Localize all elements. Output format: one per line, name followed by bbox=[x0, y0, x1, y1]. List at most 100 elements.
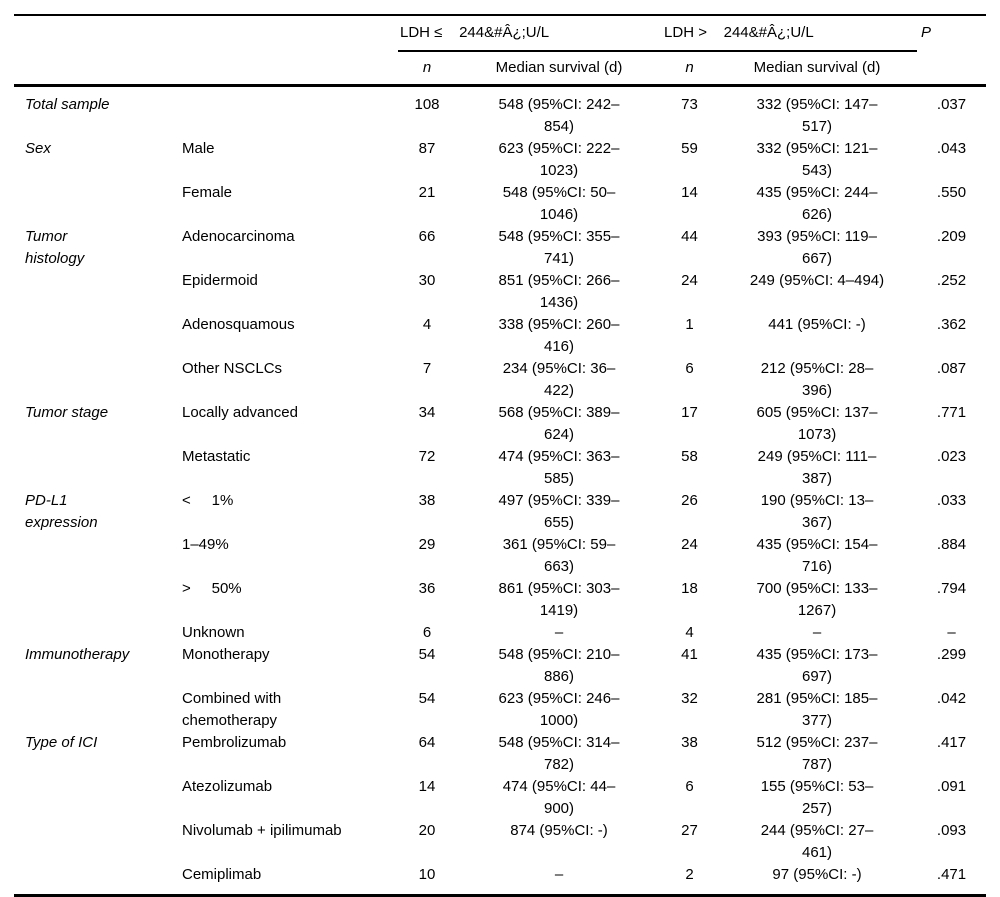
n-column-header: n bbox=[662, 51, 718, 87]
group-label: PD-L1 expression bbox=[25, 492, 98, 531]
median-survival-value: 97 (95%CI: -) bbox=[772, 866, 862, 883]
group-label: Immunotherapy bbox=[25, 646, 130, 663]
ldh-low-group-header: LDH ≤ 244&#Â¿;U/L bbox=[398, 15, 663, 52]
table-row: > 50% 36 861 (95%CI: 303– 1419) 18 700 (… bbox=[14, 578, 986, 622]
table-row: Tumor histology Adenocarcinoma 66 548 (9… bbox=[14, 226, 986, 270]
n-value: 20 bbox=[418, 822, 436, 839]
group-label bbox=[14, 182, 182, 226]
table-row: PD-L1 expression < 1% 38 497 (95%CI: 339… bbox=[14, 490, 986, 534]
median-survival-value: 435 (95%CI: 154– 716) bbox=[756, 536, 878, 575]
subcategory-label: Adenocarcinoma bbox=[182, 228, 295, 245]
header-empty-cell bbox=[14, 15, 398, 51]
n-value: 108 bbox=[414, 96, 440, 113]
median-survival-value: 548 (95%CI: 210– 886) bbox=[498, 646, 620, 685]
subcategory-label: Nivolumab + ipilimumab bbox=[182, 822, 342, 839]
p-value: .362 bbox=[936, 316, 967, 333]
n-value: 44 bbox=[681, 228, 698, 245]
subcategory-label: Pembrolizumab bbox=[182, 734, 287, 751]
table-row: Sex Male 87 623 (95%CI: 222– 1023) 59 33… bbox=[14, 138, 986, 182]
p-value: .417 bbox=[936, 734, 967, 751]
median-survival-value: 212 (95%CI: 28– 396) bbox=[760, 360, 874, 399]
group-label bbox=[14, 358, 182, 402]
median-survival-value: – bbox=[554, 624, 564, 641]
subcategory-label: Other NSCLCs bbox=[182, 360, 283, 377]
n-value: 24 bbox=[681, 272, 698, 289]
median-survival-value: 512 (95%CI: 237– 787) bbox=[756, 734, 878, 773]
p-value: .794 bbox=[936, 580, 967, 597]
median-survival-column-header: Median survival (d) bbox=[717, 51, 918, 87]
group-label: Type of ICI bbox=[25, 734, 98, 751]
table-row: Other NSCLCs 7 234 (95%CI: 36– 422) 6 21… bbox=[14, 358, 986, 402]
median-survival-value: 332 (95%CI: 147– 517) bbox=[756, 96, 878, 135]
group-label: Tumor stage bbox=[25, 404, 109, 421]
table-row: Tumor stage Locally advanced 34 568 (95%… bbox=[14, 402, 986, 446]
p-value: .209 bbox=[936, 228, 967, 245]
n-value: 1 bbox=[685, 316, 694, 333]
p-value: .037 bbox=[936, 96, 967, 113]
table-row: Type of ICI Pembrolizumab 64 548 (95%CI:… bbox=[14, 732, 986, 776]
median-survival-value: 548 (95%CI: 50– 1046) bbox=[502, 184, 616, 223]
table-row: Combined with chemotherapy 54 623 (95%CI… bbox=[14, 688, 986, 732]
median-survival-value: – bbox=[812, 624, 822, 641]
subcategory-label: Atezolizumab bbox=[182, 778, 273, 795]
group-label: Sex bbox=[25, 140, 51, 157]
n-value: 38 bbox=[418, 492, 436, 509]
n-value: 6 bbox=[685, 778, 694, 795]
n-value: 6 bbox=[685, 360, 694, 377]
table-row: Nivolumab + ipilimumab 20 874 (95%CI: -)… bbox=[14, 820, 986, 864]
group-label bbox=[14, 776, 182, 820]
header-sub-row: n Median survival (d) n Median survival … bbox=[14, 51, 987, 87]
median-survival-value: 605 (95%CI: 137– 1073) bbox=[756, 404, 878, 443]
subcategory-label: < 1% bbox=[182, 492, 234, 509]
table-row: Immunotherapy Monotherapy 54 548 (95%CI:… bbox=[14, 644, 986, 688]
table-row: Unknown 6 – 4 – – bbox=[14, 622, 986, 644]
n-value: 10 bbox=[418, 866, 436, 883]
table-row: Total sample 108 548 (95%CI: 242– 854) 7… bbox=[14, 86, 986, 139]
n-value: 2 bbox=[685, 866, 694, 883]
header-group-row: LDH ≤ 244&#Â¿;U/L LDH > 244&#Â¿;U/L P bbox=[14, 15, 986, 52]
table-row: Atezolizumab 14 474 (95%CI: 44– 900) 6 1… bbox=[14, 776, 986, 820]
group-label: Tumor histology bbox=[25, 228, 85, 267]
subcategory-label: Female bbox=[182, 184, 233, 201]
n-column-header: n bbox=[398, 51, 456, 87]
n-value: 58 bbox=[681, 448, 698, 465]
table-row: Adenosquamous 4 338 (95%CI: 260– 416) 1 … bbox=[14, 314, 986, 358]
median-survival-value: 568 (95%CI: 389– 624) bbox=[498, 404, 620, 443]
p-value: .771 bbox=[936, 404, 967, 421]
p-value: .884 bbox=[936, 536, 967, 553]
n-value: 64 bbox=[418, 734, 436, 751]
median-survival-column-header: Median survival (d) bbox=[456, 51, 663, 87]
subcategory-label: 1–49% bbox=[182, 536, 229, 553]
n-value: 4 bbox=[422, 316, 432, 333]
subcategory-label: Metastatic bbox=[182, 448, 251, 465]
n-value: 7 bbox=[422, 360, 432, 377]
group-label bbox=[14, 446, 182, 490]
p-value: .299 bbox=[936, 646, 967, 663]
median-survival-value: 155 (95%CI: 53– 257) bbox=[760, 778, 874, 817]
n-value: 54 bbox=[418, 690, 436, 707]
median-survival-value: 332 (95%CI: 121– 543) bbox=[756, 140, 878, 179]
group-label bbox=[14, 314, 182, 358]
table-row: Epidermoid 30 851 (95%CI: 266– 1436) 24 … bbox=[14, 270, 986, 314]
group-label bbox=[14, 622, 182, 644]
p-value: .023 bbox=[936, 448, 967, 465]
median-survival-value: 393 (95%CI: 119– 667) bbox=[757, 228, 877, 267]
group-label bbox=[14, 534, 182, 578]
ldh-high-group-header: LDH > 244&#Â¿;U/L bbox=[662, 15, 918, 52]
p-value: .043 bbox=[936, 140, 967, 157]
median-survival-value: 249 (95%CI: 4–494) bbox=[749, 272, 885, 289]
p-value: .550 bbox=[936, 184, 967, 201]
median-survival-value: 623 (95%CI: 222– 1023) bbox=[498, 140, 620, 179]
n-value: 87 bbox=[418, 140, 436, 157]
p-value: .087 bbox=[936, 360, 967, 377]
median-survival-value: 874 (95%CI: -) bbox=[510, 822, 608, 839]
header-empty-cell bbox=[14, 51, 398, 87]
median-survival-value: 249 (95%CI: 111– 387) bbox=[757, 448, 877, 487]
n-value: 21 bbox=[418, 184, 436, 201]
median-survival-value: 623 (95%CI: 246– 1000) bbox=[498, 690, 620, 729]
n-value: 30 bbox=[418, 272, 436, 289]
subcategory-label: Monotherapy bbox=[182, 646, 270, 663]
subcategory-label: Unknown bbox=[182, 624, 245, 641]
p-column-header: P bbox=[921, 24, 932, 41]
